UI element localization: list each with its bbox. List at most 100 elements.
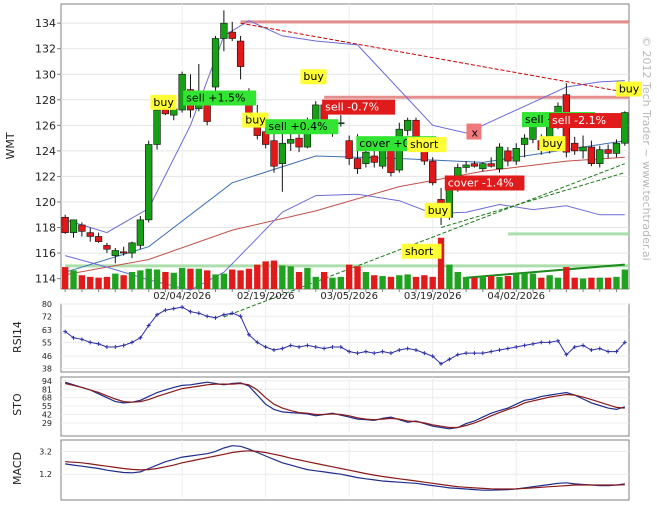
volume-bar xyxy=(529,273,537,289)
price-ytick-label: 122 xyxy=(35,170,56,183)
candle-body xyxy=(504,150,512,162)
price-ytick-label: 128 xyxy=(35,94,56,107)
price-ytick-label: 116 xyxy=(35,247,56,260)
signal-label: buy xyxy=(153,96,174,109)
volume-bar xyxy=(504,276,512,289)
price-ytick-label: 126 xyxy=(35,119,56,132)
volume-bar xyxy=(437,237,445,289)
volume-bar xyxy=(588,277,595,289)
volume-bar xyxy=(137,270,144,289)
signal-label: sell +1.5% xyxy=(186,92,245,105)
price-ytick-label: 118 xyxy=(35,222,56,235)
sma_long-line xyxy=(65,156,625,276)
volume-bar xyxy=(621,269,628,289)
rsi-ytick-label: 80 xyxy=(42,300,52,309)
volume-bar xyxy=(546,275,553,289)
rsi-label: RSI14 xyxy=(11,321,24,353)
signal-label-box xyxy=(300,69,327,85)
signal-label: sell -2.1% xyxy=(552,114,606,127)
candle-body xyxy=(69,219,78,233)
candle-body xyxy=(362,151,370,164)
candle-body xyxy=(278,142,286,164)
volume-bar xyxy=(379,276,386,289)
volume-bar xyxy=(521,272,528,289)
volume-bar xyxy=(195,268,202,289)
signal-label: buy xyxy=(303,70,324,83)
volume-bar xyxy=(187,268,194,289)
candle-body xyxy=(370,155,378,163)
volume-bar xyxy=(78,275,86,289)
volume-bar xyxy=(87,276,94,289)
candle-body xyxy=(587,146,596,164)
candle-body xyxy=(211,38,220,88)
signal-label: sell +0.4% xyxy=(268,120,327,133)
trendline xyxy=(240,22,625,93)
candle-body xyxy=(412,119,420,139)
signal-label-box xyxy=(539,136,566,152)
volume-bar xyxy=(128,271,136,289)
volume-bar xyxy=(120,275,127,289)
candle-body xyxy=(337,122,345,125)
signal-label-box xyxy=(322,99,396,115)
signal-label: buy xyxy=(542,137,563,150)
candle-body xyxy=(612,142,621,154)
signal-label: cover -1.4% xyxy=(448,176,514,189)
volume-bar xyxy=(287,266,294,289)
volume-bar xyxy=(404,274,411,289)
macd-label: MACD xyxy=(11,452,24,485)
volume-bar xyxy=(70,270,77,289)
x-marker: x xyxy=(471,127,478,140)
signal-label-box xyxy=(183,90,257,106)
rsi-ytick-label: 38 xyxy=(42,364,52,373)
volume-bar xyxy=(604,277,612,289)
sto-k-line xyxy=(65,381,625,430)
macd-panel-frame xyxy=(60,439,630,501)
volume-bar xyxy=(153,269,161,289)
volume-bar xyxy=(103,276,111,289)
candle-body xyxy=(61,217,69,233)
signal-label: buy xyxy=(245,114,266,127)
candle-body xyxy=(136,219,144,246)
volume-bar xyxy=(254,264,261,289)
candle-body xyxy=(312,104,320,121)
candle-body xyxy=(604,149,612,154)
candle-body xyxy=(111,250,119,256)
candle-body xyxy=(571,142,579,152)
rsi-panel-frame xyxy=(60,303,630,373)
trendline xyxy=(440,172,625,228)
candle-body xyxy=(86,232,94,237)
volume-bar xyxy=(320,271,328,289)
candle-body xyxy=(236,40,245,67)
volume-bar xyxy=(387,276,395,289)
price-ytick-label: 134 xyxy=(35,17,56,30)
volume-bar xyxy=(396,275,403,289)
volume-bar xyxy=(145,268,152,289)
candle-body xyxy=(429,160,437,184)
volume-bar xyxy=(538,277,545,289)
signal-label: buy xyxy=(619,83,640,96)
volume-bar xyxy=(571,277,578,289)
candle-body xyxy=(345,140,353,159)
volume-bar xyxy=(279,265,286,289)
volume-bar xyxy=(488,276,495,289)
volume-bar xyxy=(596,277,603,289)
signal-label-box xyxy=(444,175,525,191)
price-ytick-label: 130 xyxy=(35,68,56,81)
signal-label-box xyxy=(150,94,177,110)
trendline xyxy=(223,163,625,318)
volume-bar xyxy=(220,273,228,289)
volume-bar xyxy=(178,267,186,289)
candle-body xyxy=(145,144,153,221)
volume-bar xyxy=(270,260,278,289)
signal-label: sell -0.7% xyxy=(325,101,379,114)
signal-label-box xyxy=(242,112,269,128)
volume-bar xyxy=(354,266,361,289)
candle-body xyxy=(295,137,303,148)
macd-ytick-label: 1.2 xyxy=(39,470,52,479)
candle-body xyxy=(470,163,479,167)
sto-label: STO xyxy=(11,393,24,416)
price-ytick-label: 132 xyxy=(35,43,56,56)
price-xtick-label: 03/19/2026 xyxy=(404,291,462,302)
volume-bar xyxy=(295,271,303,289)
candle-body xyxy=(353,158,362,170)
